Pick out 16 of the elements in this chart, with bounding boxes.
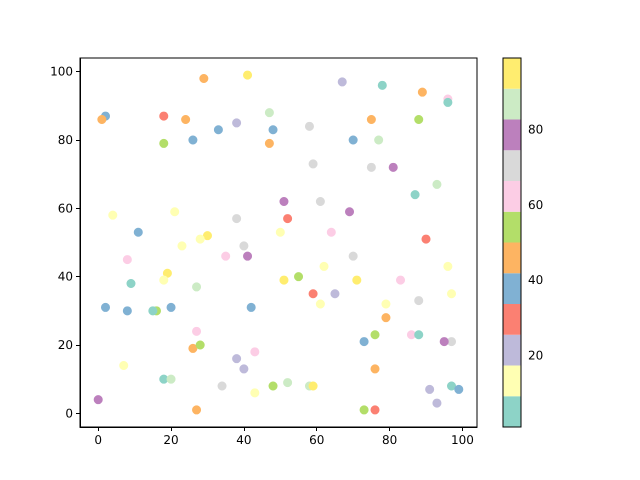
x-tick-label: 20 [163, 433, 179, 447]
x-tick-label: 60 [309, 433, 324, 447]
y-tick-label: 20 [58, 338, 73, 352]
x-tick-label: 100 [450, 433, 474, 447]
y-tick-label: 60 [58, 201, 73, 216]
color-bar-label: 40 [528, 273, 544, 288]
x-tick-label: 80 [382, 433, 398, 447]
y-tick-label: 100 [50, 64, 73, 79]
color-bar-label: 20 [528, 348, 544, 362]
y-tick-label: 80 [58, 133, 73, 147]
color-bar-label: 80 [528, 122, 544, 137]
color-bar-label: 60 [528, 198, 544, 212]
y-tick-label: 0 [65, 406, 73, 420]
x-tick-label: 40 [236, 433, 252, 447]
y-tick-label: 40 [58, 270, 73, 284]
x-tick-label: 0 [94, 433, 102, 447]
